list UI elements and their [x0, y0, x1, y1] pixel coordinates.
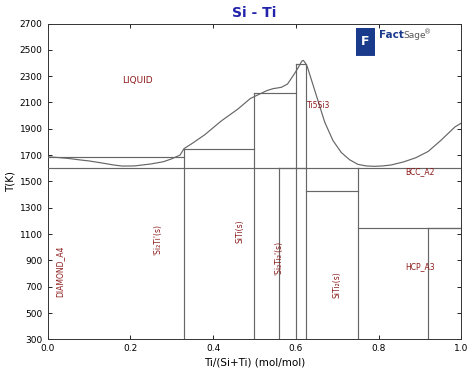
- FancyBboxPatch shape: [356, 28, 375, 56]
- Text: SiTi(s): SiTi(s): [236, 220, 245, 243]
- Text: LIQUID: LIQUID: [122, 76, 153, 85]
- Text: Sage: Sage: [404, 31, 427, 40]
- Text: DIAMOND_A4: DIAMOND_A4: [55, 245, 64, 297]
- Text: ®: ®: [424, 29, 431, 35]
- Text: SiTi₂(s): SiTi₂(s): [332, 271, 341, 298]
- Text: BCC_A2: BCC_A2: [405, 167, 435, 176]
- Title: Si - Ti: Si - Ti: [232, 6, 277, 19]
- Y-axis label: T(K): T(K): [6, 171, 16, 192]
- Text: Fact: Fact: [379, 31, 404, 40]
- Text: HCP_A3: HCP_A3: [405, 263, 435, 272]
- Text: Ti5Si3: Ti5Si3: [307, 101, 331, 110]
- Text: 'Si₂Ti₂'(s): 'Si₂Ti₂'(s): [274, 241, 283, 275]
- Text: F: F: [361, 35, 370, 48]
- X-axis label: Ti/(Si+Ti) (mol/mol): Ti/(Si+Ti) (mol/mol): [204, 357, 305, 367]
- Text: 'Si₂Ti'(s): 'Si₂Ti'(s): [153, 224, 162, 255]
